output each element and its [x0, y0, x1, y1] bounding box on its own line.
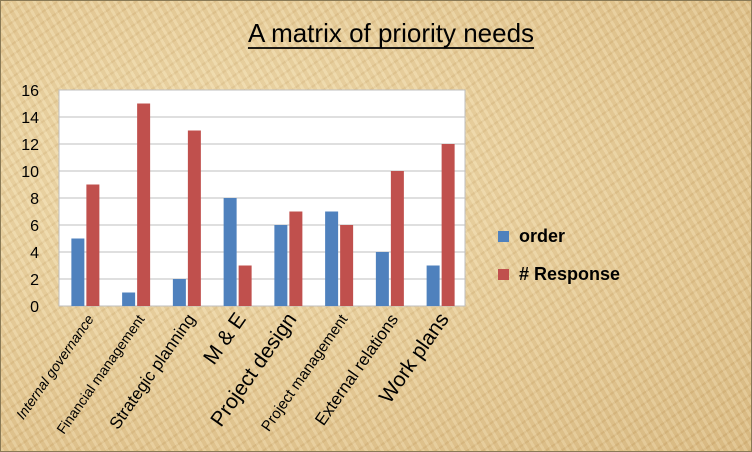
legend-swatch — [498, 269, 509, 280]
bars — [71, 103, 455, 306]
y-axis-ticks: 0 2 4 6 8 10 12 14 16 — [21, 83, 39, 316]
x-category-label: Financial management — [53, 311, 147, 436]
y-tick-label: 4 — [30, 245, 39, 262]
bar-order — [172, 279, 186, 306]
y-tick-label: 6 — [30, 218, 39, 235]
bar-response — [137, 103, 151, 306]
y-tick-label: 10 — [21, 164, 39, 181]
x-category-label: M & E — [199, 309, 251, 369]
y-tick-label: 8 — [30, 191, 39, 208]
bar-order — [71, 238, 85, 306]
bar-order — [122, 292, 136, 306]
x-category-label: Strategic planning — [106, 310, 200, 432]
legend: order # Response — [498, 226, 620, 284]
legend-label: # Response — [519, 264, 620, 284]
bar-response — [187, 130, 201, 306]
bar-order — [375, 252, 389, 306]
bar-response — [340, 225, 354, 306]
legend-swatch — [498, 231, 509, 242]
y-tick-label: 2 — [30, 272, 39, 289]
y-tick-label: 12 — [21, 137, 39, 154]
bar-order — [223, 198, 237, 306]
bar-response — [238, 265, 252, 306]
bar-response — [441, 144, 455, 306]
y-tick-label: 14 — [21, 110, 39, 127]
y-tick-label: 0 — [30, 299, 39, 316]
legend-label: order — [519, 226, 565, 246]
y-tick-label: 16 — [21, 83, 39, 100]
chart-title: A matrix of priority needs — [248, 18, 534, 48]
bar-order — [426, 265, 440, 306]
bar-order — [274, 225, 288, 306]
bar-order — [325, 211, 339, 306]
bar-response — [289, 211, 303, 306]
bar-response — [86, 184, 100, 306]
bar-response — [390, 171, 404, 306]
